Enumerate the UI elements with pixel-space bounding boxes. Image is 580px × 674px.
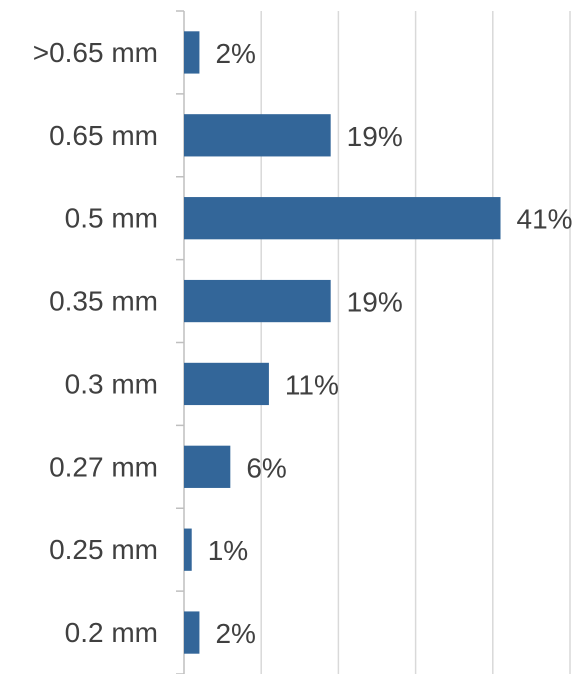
value-labels: 2% 19% 41% 19% 11% 6% 1% 2%	[208, 38, 573, 649]
category-labels: >0.65 mm 0.65 mm 0.5 mm 0.35 mm 0.3 mm 0.27 m…	[33, 37, 158, 648]
bar-5	[184, 445, 231, 488]
category-label: 0.3 mm	[65, 368, 158, 399]
data-label: 19%	[347, 121, 403, 152]
bar-0	[184, 31, 200, 74]
bar-3	[184, 279, 331, 323]
data-label: 41%	[517, 204, 573, 235]
grid-lines	[260, 11, 571, 674]
data-label: 2%	[215, 38, 255, 69]
category-label: 0.2 mm	[65, 617, 158, 648]
bar-7	[184, 611, 200, 654]
category-label: 0.27 mm	[49, 451, 158, 482]
bar-2	[184, 197, 501, 240]
bar-1	[184, 114, 331, 157]
data-label: 1%	[208, 535, 248, 566]
category-axis	[176, 10, 185, 674]
data-label: 11%	[285, 369, 339, 400]
bars	[184, 31, 501, 654]
data-label: 6%	[246, 452, 286, 483]
bar-4	[184, 362, 269, 406]
category-label: 0.25 mm	[49, 534, 158, 565]
data-label: 19%	[347, 287, 403, 318]
category-label: 0.65 mm	[49, 120, 158, 151]
category-label: 0.35 mm	[49, 286, 158, 317]
category-label: 0.5 mm	[65, 203, 158, 234]
data-label: 2%	[215, 618, 255, 649]
category-label: >0.65 mm	[33, 37, 158, 68]
bar-6	[184, 528, 192, 571]
